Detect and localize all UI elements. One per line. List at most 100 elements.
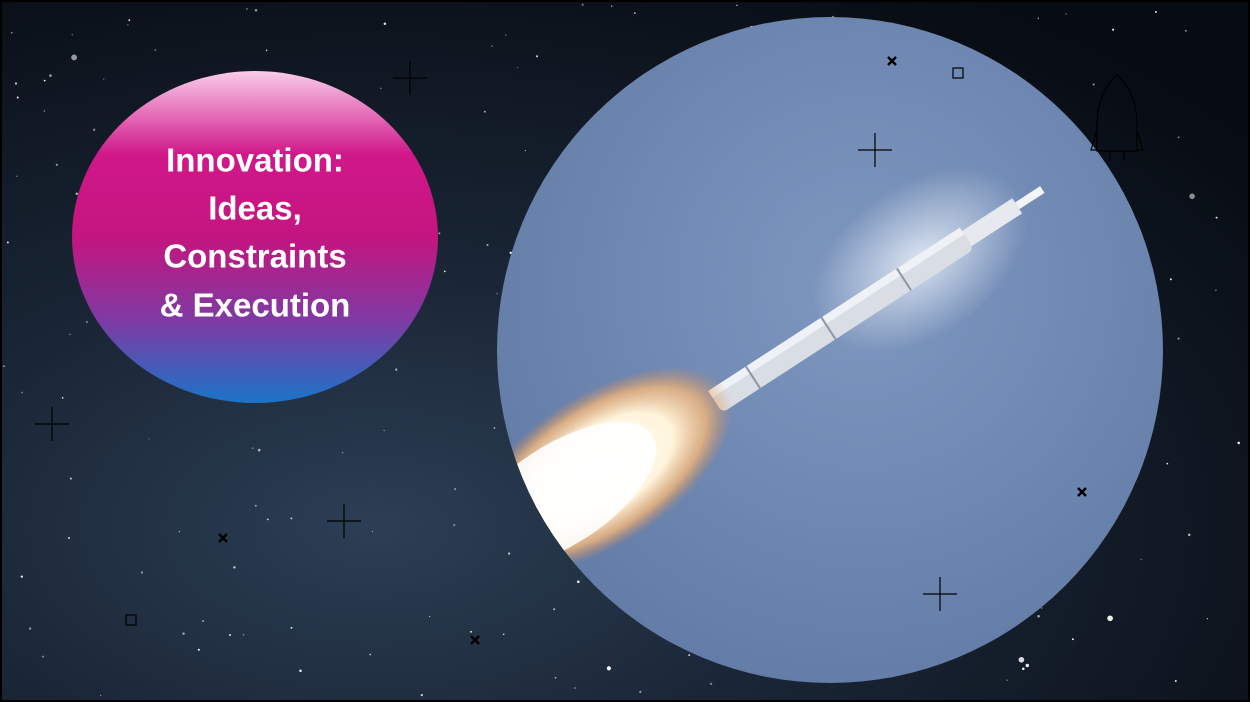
star xyxy=(43,79,46,82)
star xyxy=(197,648,200,651)
rocket-body xyxy=(710,229,972,411)
title-line: & Execution xyxy=(160,287,351,324)
star xyxy=(383,22,387,25)
star xyxy=(75,192,79,195)
star xyxy=(1092,83,1095,86)
star xyxy=(1177,337,1180,340)
star xyxy=(1237,441,1240,445)
rocket-tip xyxy=(1015,186,1045,210)
rocket-band xyxy=(820,316,837,340)
plus-mark xyxy=(858,133,892,167)
star xyxy=(1107,615,1113,622)
star xyxy=(228,633,232,637)
star xyxy=(71,54,78,61)
star xyxy=(535,55,539,58)
x-mark xyxy=(470,635,480,645)
star xyxy=(1041,607,1043,609)
star xyxy=(68,537,70,539)
star xyxy=(380,87,382,90)
star xyxy=(49,74,52,77)
star xyxy=(1184,29,1187,32)
star xyxy=(454,488,457,491)
star xyxy=(395,368,398,371)
star xyxy=(265,49,268,52)
star xyxy=(611,5,613,7)
square-mark xyxy=(952,67,964,79)
star xyxy=(736,4,738,7)
star xyxy=(16,175,18,178)
star xyxy=(581,3,584,6)
star xyxy=(11,32,13,34)
rocket-icon xyxy=(1090,74,1144,161)
star xyxy=(69,477,72,480)
star xyxy=(61,397,64,399)
star xyxy=(342,452,344,454)
star xyxy=(1206,618,1209,620)
star xyxy=(486,243,489,247)
star xyxy=(1025,663,1030,668)
star xyxy=(1189,193,1195,200)
star xyxy=(128,19,131,22)
star xyxy=(254,8,258,12)
star xyxy=(508,552,511,555)
star xyxy=(85,320,88,324)
star xyxy=(505,34,507,36)
rocket-band xyxy=(745,365,761,389)
star xyxy=(453,523,456,527)
rocket-stage xyxy=(961,198,1023,247)
star xyxy=(246,8,248,10)
star xyxy=(491,45,493,47)
star xyxy=(178,530,181,533)
star xyxy=(6,241,9,244)
star xyxy=(100,694,102,697)
star xyxy=(16,96,19,99)
star xyxy=(1174,680,1177,682)
rocket xyxy=(497,167,1045,574)
star xyxy=(709,682,713,686)
star xyxy=(201,620,205,623)
star xyxy=(1022,667,1025,671)
title-line: Constraints xyxy=(163,238,346,275)
star xyxy=(41,655,44,658)
x-mark xyxy=(887,56,897,66)
star xyxy=(517,66,518,68)
star xyxy=(443,270,446,273)
star xyxy=(639,690,642,693)
decor-marks xyxy=(35,56,1144,645)
x-mark xyxy=(1077,487,1087,497)
star xyxy=(1215,289,1217,291)
star xyxy=(20,575,23,578)
star xyxy=(290,626,293,629)
star xyxy=(502,633,505,636)
star xyxy=(182,632,185,635)
star xyxy=(254,504,257,507)
star xyxy=(266,518,269,521)
star xyxy=(1112,28,1115,31)
star xyxy=(420,693,423,697)
star xyxy=(553,608,556,611)
plus-mark xyxy=(393,61,427,95)
star xyxy=(1018,656,1025,663)
star xyxy=(438,232,441,235)
title-line: Ideas, xyxy=(208,190,302,227)
star xyxy=(55,163,59,167)
star xyxy=(429,616,431,618)
plus-mark xyxy=(35,407,69,441)
star xyxy=(1071,638,1074,641)
x-mark xyxy=(218,533,228,543)
star xyxy=(633,12,636,14)
rocket-highlight xyxy=(708,227,965,398)
star xyxy=(69,333,71,336)
star xyxy=(470,630,473,633)
star xyxy=(383,429,385,432)
star xyxy=(493,427,496,429)
plus-mark xyxy=(923,577,957,611)
star xyxy=(299,669,302,672)
star xyxy=(371,530,373,532)
star xyxy=(1154,10,1157,13)
star xyxy=(1140,558,1142,560)
star xyxy=(251,447,254,449)
star xyxy=(369,653,372,656)
